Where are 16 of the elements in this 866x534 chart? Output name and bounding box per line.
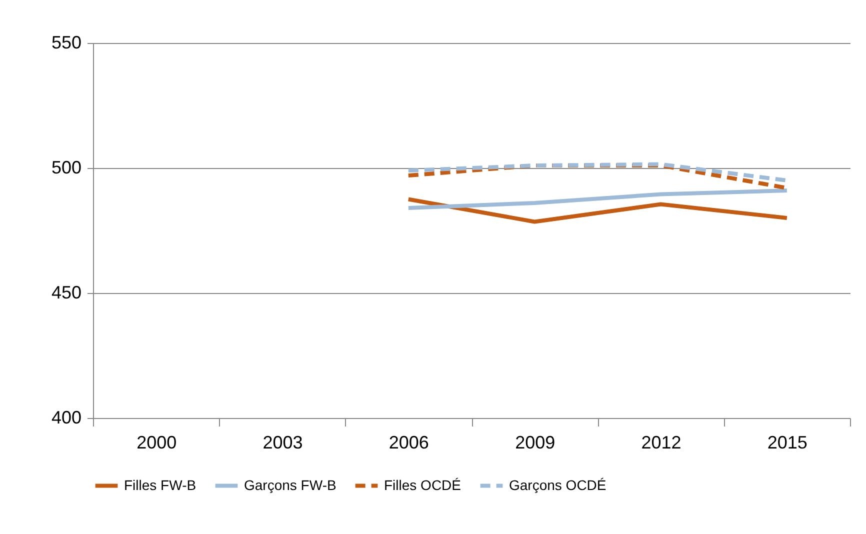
legend-label: Garçons FW-B: [244, 476, 336, 493]
x-tick-label: 2000: [136, 432, 177, 452]
line-series: [406, 197, 789, 224]
x-tick-label: 2003: [262, 432, 303, 452]
x-tick-label: 2012: [641, 432, 682, 452]
y-tick-label: 550: [51, 32, 82, 52]
legend-label: Garçons OCDÉ: [509, 476, 606, 493]
line-series: [406, 188, 789, 210]
x-tick-label: 2009: [515, 432, 556, 452]
legend-label: Filles OCDÉ: [384, 476, 462, 493]
legend-label: Filles FW-B: [124, 476, 196, 493]
y-tick-label: 500: [51, 158, 82, 178]
x-tick-label: 2015: [767, 432, 808, 452]
y-tick-label: 450: [51, 282, 82, 302]
y-tick-label: 400: [51, 408, 82, 428]
x-tick-label: 2006: [388, 432, 429, 452]
